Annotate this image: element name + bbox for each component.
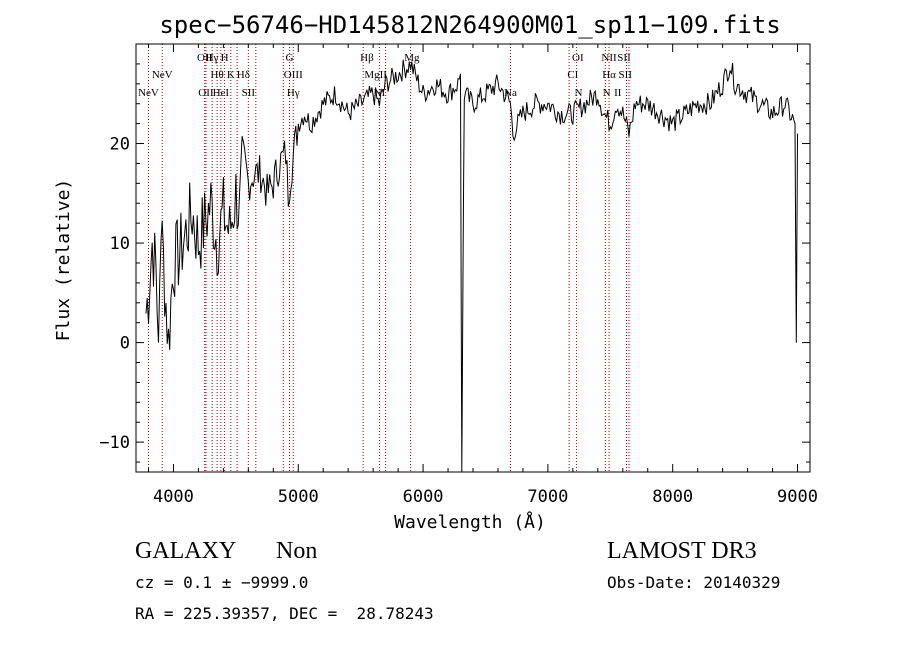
line-label: II — [614, 87, 622, 99]
y-tick-label: 20 — [110, 135, 130, 155]
line-label: SII — [242, 87, 256, 99]
line-label: Hγ — [287, 87, 300, 99]
line-label: Hγ — [206, 52, 219, 64]
line-label: OII — [198, 87, 214, 99]
line-label: CI — [567, 69, 578, 81]
spectrum-series — [145, 59, 798, 473]
y-tick-label: 10 — [110, 234, 130, 254]
line-label: NII — [601, 52, 617, 64]
x-tick-label: 8000 — [652, 487, 693, 507]
x-axis-label: Wavelength (Å) — [394, 511, 546, 533]
y-tick-label: 0 — [120, 334, 130, 354]
y-tick-label: −10 — [99, 433, 130, 453]
line-label: Mg — [404, 52, 420, 64]
y-axis-ticks: −10 0 10 20 — [99, 63, 810, 463]
line-label: N — [574, 87, 582, 99]
x-tick-label: 6000 — [403, 487, 444, 507]
line-label: OIII — [284, 69, 303, 81]
x-tick-label: 4000 — [153, 487, 194, 507]
line-label: OI — [572, 52, 584, 64]
x-tick-label: 7000 — [527, 487, 568, 507]
line-label: Hα — [602, 69, 616, 81]
line-label: Na — [504, 87, 517, 99]
line-label: K — [227, 69, 235, 81]
object-subclass: Non — [276, 538, 318, 564]
line-label: NI — [374, 87, 386, 99]
line-label: MgII — [364, 69, 387, 81]
line-label: Hδ — [237, 69, 250, 81]
x-tick-label: 9000 — [777, 487, 818, 507]
line-markers — [147, 44, 630, 472]
y-axis-label: Flux (relative) — [53, 179, 74, 342]
chart-title: spec−56746−HD145812N264900M01_sp11−109.f… — [159, 11, 780, 39]
survey-name: LAMOST DR3 — [607, 538, 757, 564]
x-tick-label: 5000 — [278, 487, 319, 507]
line-label: Hβ — [360, 52, 374, 64]
x-axis-ticks: 4000 5000 6000 7000 8000 9000 — [147, 44, 818, 507]
line-label: N — [603, 87, 611, 99]
line-label: NeV — [152, 69, 173, 81]
line-label: SII — [619, 69, 633, 81]
line-label: G — [286, 52, 294, 64]
object-class: GALAXY — [135, 538, 237, 564]
coordinates-text: RA = 225.39357, DEC = 28.78243 — [135, 604, 434, 623]
line-label: OII — [197, 52, 213, 64]
line-label: Hθ — [211, 69, 224, 81]
redshift-text: cz = 0.1 ± −9999.0 — [135, 573, 309, 592]
line-label: HeI — [213, 87, 230, 99]
line-label: H — [221, 52, 229, 64]
obs-date: Obs-Date: 20140329 — [607, 573, 781, 592]
spectrum-line — [145, 59, 798, 473]
line-label: NeV — [138, 87, 159, 99]
line-label: SII — [617, 52, 631, 64]
